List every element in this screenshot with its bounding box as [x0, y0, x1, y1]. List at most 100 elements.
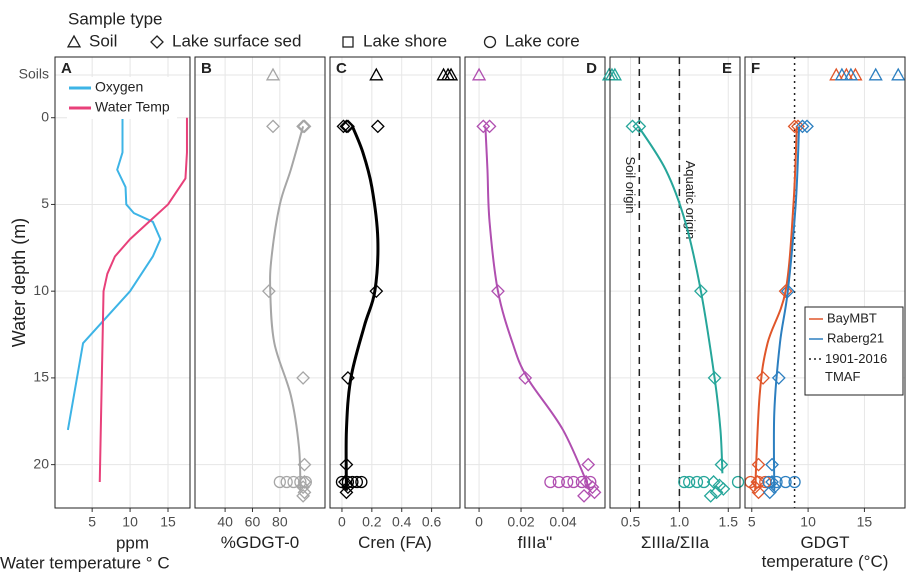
diamond-marker [795, 119, 810, 134]
x-tick-label: 5 [748, 514, 756, 530]
reference-label: Soil origin [623, 156, 638, 213]
diamond-marker [296, 480, 311, 495]
circle-marker [788, 475, 801, 489]
legend-label: Water Temp [95, 99, 170, 115]
diamond-marker [581, 457, 596, 472]
diamond-marker [339, 485, 354, 500]
square-marker [342, 36, 354, 48]
x-axis-title: Cren (FA) [358, 533, 432, 552]
diamond-marker [709, 485, 724, 500]
diamond-marker [296, 488, 311, 503]
diamond-marker [296, 119, 311, 134]
circle-marker [690, 475, 704, 489]
circle-marker [584, 475, 597, 489]
circle-marker [280, 475, 293, 489]
profile-line [344, 125, 380, 491]
legend-label: 1901-2016 TMAF [825, 351, 888, 384]
panel-label: E [722, 60, 732, 77]
x-axis-title: Water temperature ° C [0, 553, 170, 572]
diamond-marker [771, 370, 786, 385]
circle-marker [287, 475, 300, 489]
x-axis-title-box: ΣIIIa/ΣIIa [640, 533, 710, 552]
panel-border [54, 56, 191, 509]
panel-background [195, 57, 325, 508]
diamond-marker [370, 119, 385, 134]
x-tick-label: 0 [475, 514, 483, 530]
x-tick-label: 60 [245, 514, 261, 530]
x-tick-label: 1.0 [670, 514, 690, 530]
panel-border [744, 56, 906, 509]
panel-label: F [751, 60, 760, 77]
circle-marker [544, 475, 557, 489]
x-tick-label: 80 [272, 514, 288, 530]
x-axis-title-box: fIIIa'' [517, 533, 553, 552]
legend-label: BayMBT [827, 310, 877, 325]
diamond-marker [369, 284, 384, 299]
x-tick-label: 0.02 [507, 514, 534, 530]
x-tick-label: 15 [160, 514, 176, 530]
circle-marker [779, 475, 792, 489]
legend-label: Lake shore [363, 31, 447, 50]
profile-line [484, 126, 592, 492]
x-tick-label: 10 [800, 514, 816, 530]
profile-line [98, 117, 188, 483]
soils-label: Soils [19, 66, 49, 82]
panel-label: C [336, 60, 347, 77]
diamond-marker [297, 119, 312, 134]
diamond-marker [800, 119, 814, 134]
x-tick-label: 10 [122, 514, 138, 530]
diamond-marker [341, 119, 355, 134]
y-tick-label: 5 [41, 195, 49, 211]
x-axis-title-box: %GDGT-0 [220, 533, 300, 552]
profile-line [772, 126, 801, 491]
diamond-marker [150, 35, 164, 49]
triangle-marker [891, 67, 906, 81]
x-axis-title: fIIIa'' [517, 533, 553, 552]
triangle-marker [471, 67, 487, 81]
diamond-marker [491, 284, 505, 299]
x-tick-label: 0 [338, 514, 346, 530]
x-tick-label: 0.2 [362, 514, 382, 530]
x-axis-title: ppm [116, 533, 149, 552]
panel-label: D [586, 60, 597, 77]
circle-marker [273, 475, 286, 489]
circle-marker [341, 475, 355, 489]
x-tick-label: 0.6 [422, 514, 442, 530]
diamond-marker [336, 119, 351, 134]
x-axis-title-box: Cren (FA) [358, 533, 432, 552]
legend-label: Lake core [505, 31, 580, 50]
circle-marker [731, 475, 745, 489]
diamond-marker [716, 481, 731, 496]
legend-label: Oxygen [95, 79, 143, 95]
x-tick-label: 5 [88, 514, 96, 530]
diamond-marker [703, 488, 718, 503]
x-axis-title-box: GDGT temperature (°C) [762, 533, 889, 571]
x-axis-title: %GDGT-0 [220, 533, 300, 552]
legend-title: Sample type [68, 9, 163, 28]
circle-marker [483, 35, 497, 49]
triangle-marker [843, 67, 859, 81]
circle-marker [678, 475, 691, 489]
diamond-marker [778, 284, 793, 299]
panel-border [194, 56, 326, 509]
panel-label: B [201, 60, 212, 77]
diamond-marker [756, 370, 770, 385]
circle-marker [561, 475, 574, 489]
profile-line [66, 117, 162, 431]
circle-marker [770, 475, 783, 489]
diamond-marker [266, 119, 280, 134]
x-axis-title: ΣIIIa/ΣIIa [640, 533, 710, 552]
triangle-marker [443, 67, 459, 81]
profile-line [754, 126, 798, 491]
panel-border [609, 56, 741, 509]
circle-marker [552, 475, 565, 489]
x-tick-label: 40 [217, 514, 233, 530]
diamond-marker [751, 457, 766, 472]
legend-label: Lake surface sed [172, 31, 301, 50]
y-tick-label: 15 [33, 369, 49, 385]
diamond-marker [748, 480, 763, 495]
y-tick-label: 10 [33, 282, 49, 298]
x-tick-label: 0.5 [621, 514, 641, 530]
profile-line [269, 126, 305, 491]
